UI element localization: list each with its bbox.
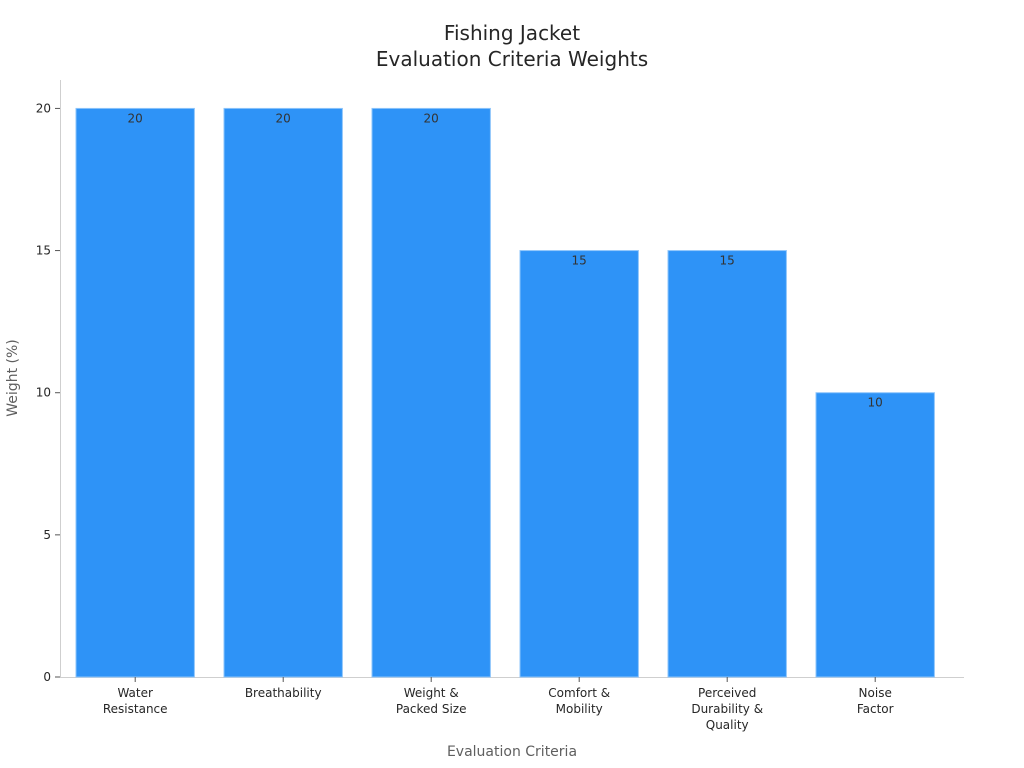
bar-value-label-3: 15 — [572, 254, 587, 268]
bar-value-label-1: 20 — [276, 111, 291, 125]
x-category-label-3: Comfort & Mobility — [548, 686, 610, 716]
bars-group: 20 20 20 15 15 10 — [75, 107, 935, 678]
bar-value-label-5: 10 — [868, 396, 883, 410]
chart-title-line-1: Fishing Jacket — [444, 21, 580, 45]
bar-5 — [815, 392, 935, 678]
y-tick-label-1: 5 — [43, 528, 51, 542]
bar-value-label-4: 15 — [720, 254, 735, 268]
x-category-label-1: Breathability — [245, 686, 322, 700]
bar-2 — [371, 107, 491, 678]
bar-0 — [75, 107, 195, 678]
x-axis-title: Evaluation Criteria — [447, 744, 577, 760]
y-tick-label-2: 10 — [36, 386, 51, 400]
bar-1 — [223, 107, 343, 678]
y-tick-label-0: 0 — [43, 670, 51, 684]
bar-value-label-2: 20 — [424, 111, 439, 125]
y-axis-title: Weight (%) — [5, 339, 21, 416]
x-category-label-4: Perceived Durability & Quality — [691, 686, 763, 732]
bar-value-label-0: 20 — [128, 111, 143, 125]
x-category-label-5: Noise Factor — [857, 686, 894, 716]
y-ticks-group: 0 5 10 15 20 — [36, 101, 60, 684]
x-category-label-0: Water Resistance — [103, 686, 168, 716]
x-category-label-2: Weight & Packed Size — [396, 686, 467, 716]
bar-4 — [667, 250, 787, 678]
x-category-labels: Water Resistance Breathability Weight & Pack… — [103, 677, 894, 732]
bar-3 — [519, 250, 639, 678]
y-tick-label-4: 20 — [36, 101, 51, 115]
y-tick-label-3: 15 — [36, 244, 51, 258]
chart-title-line-2: Evaluation Criteria Weights — [376, 47, 648, 71]
